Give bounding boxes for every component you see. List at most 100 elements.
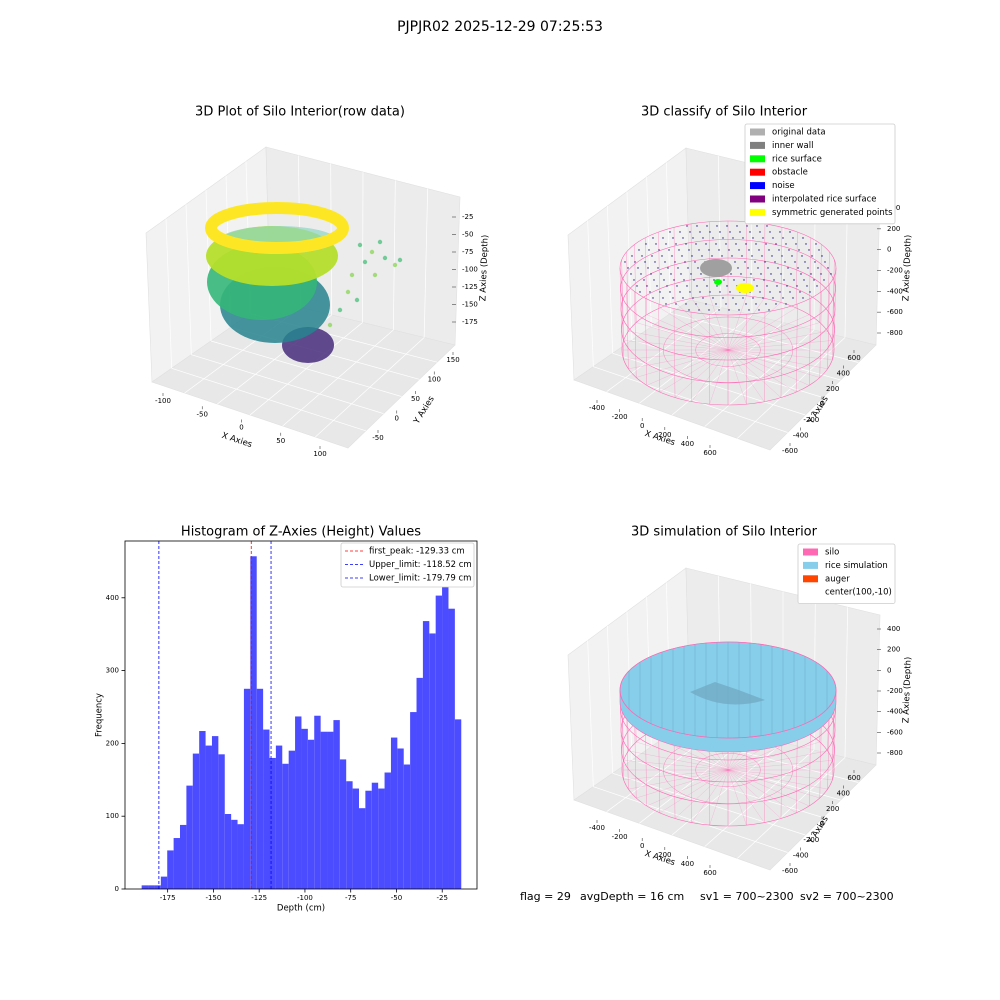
noise-point	[716, 225, 718, 227]
silo-wire	[659, 769, 729, 814]
noise-point	[694, 261, 696, 263]
noise-point	[743, 279, 745, 281]
noise-point	[728, 249, 730, 251]
noise-point	[748, 309, 750, 311]
bar	[371, 782, 379, 889]
y-tick-label: 0	[820, 821, 824, 829]
z-tick-label: -400	[887, 708, 903, 716]
noise-point	[784, 261, 786, 263]
noise-point	[696, 285, 698, 287]
noise-point	[740, 273, 742, 275]
noise-point	[641, 255, 643, 257]
legend-label: first_peak: -129.33 cm	[369, 547, 465, 557]
noise-point	[722, 237, 724, 239]
noise-point	[652, 237, 654, 239]
noise-point	[627, 267, 629, 269]
bar	[454, 719, 462, 889]
noise-point	[761, 255, 763, 257]
noise-point	[744, 261, 746, 263]
noise-point	[702, 237, 704, 239]
bar	[173, 838, 181, 889]
surface-blob	[714, 279, 722, 285]
cloud-point	[392, 262, 398, 268]
noise-point	[698, 249, 700, 251]
annotation: avgDepth = 16 cm	[580, 890, 684, 903]
noise-point	[762, 237, 764, 239]
noise-point	[773, 279, 775, 281]
noise-point	[690, 273, 692, 275]
pane-grid	[606, 205, 614, 354]
z-tick-label: -150	[462, 301, 478, 309]
x-tick-label: 600	[703, 449, 716, 457]
z-axis-label: Z Axies (Depth)	[901, 657, 913, 724]
silo-wire	[727, 769, 782, 819]
chart-title: 3D simulation of Silo Interior	[631, 525, 818, 540]
silo-wire	[709, 295, 729, 351]
silo-ring	[695, 753, 761, 788]
x-tick-label: -125	[251, 894, 267, 902]
pane-grid	[185, 204, 192, 355]
noise-point	[722, 297, 724, 299]
noise-point	[685, 243, 687, 245]
legend-swatch	[750, 195, 765, 203]
silo-wire	[691, 349, 729, 402]
z-tick-label: 0	[887, 666, 891, 674]
noise-point	[768, 249, 770, 251]
noise-point	[706, 285, 708, 287]
noise-point	[759, 291, 761, 293]
silo-wire	[659, 307, 729, 351]
cloud-point	[362, 259, 368, 265]
legend-label: original data	[772, 128, 826, 138]
legend-label: Upper_limit: -118.52 cm	[369, 560, 472, 570]
noise-point	[679, 291, 681, 293]
noise-point	[662, 237, 664, 239]
noise-point	[795, 243, 797, 245]
bar	[314, 715, 321, 889]
noise-point	[675, 243, 677, 245]
bar	[442, 568, 449, 889]
x-tick-label: 100	[313, 450, 326, 458]
silo-wire	[628, 750, 729, 771]
noise-point	[811, 255, 813, 257]
noise-point	[702, 297, 704, 299]
silo-wire	[727, 349, 765, 402]
noise-point	[695, 243, 697, 245]
bar	[211, 736, 219, 889]
silo-ring	[663, 316, 794, 384]
noise-point	[726, 225, 728, 227]
x-tick-label: 0	[640, 842, 644, 850]
y-tick-label: 150	[446, 356, 459, 364]
noise-point	[741, 255, 743, 257]
silo-wire	[659, 349, 729, 393]
x-tick-label: -400	[589, 824, 605, 832]
annotation: sv2 = 700~2300	[800, 890, 894, 903]
silo-wire	[628, 331, 729, 351]
legend-label: rice surface	[772, 154, 822, 164]
noise-point	[766, 225, 768, 227]
legend-swatch	[803, 575, 818, 583]
noise-point	[775, 303, 777, 305]
silo-wire	[727, 295, 747, 351]
x-tick-label: -100	[297, 894, 313, 902]
cloud-point	[372, 272, 378, 278]
noise-point	[682, 297, 684, 299]
noise-point	[715, 243, 717, 245]
silo-wire	[727, 760, 833, 771]
noise-point	[698, 309, 700, 311]
bar	[243, 688, 251, 889]
legend-label: inner wall	[772, 141, 813, 151]
silo-wire	[727, 750, 828, 771]
noise-point	[624, 261, 626, 263]
noise-point	[810, 273, 812, 275]
noise-point	[821, 255, 823, 257]
noise-point	[682, 237, 684, 239]
noise-point	[732, 297, 734, 299]
noise-point	[655, 243, 657, 245]
noise-point	[701, 255, 703, 257]
bar	[237, 824, 244, 889]
noise-point	[719, 231, 721, 233]
noise-point	[732, 237, 734, 239]
noise-point	[648, 249, 650, 251]
bar	[231, 819, 238, 889]
noise-point	[725, 303, 727, 305]
